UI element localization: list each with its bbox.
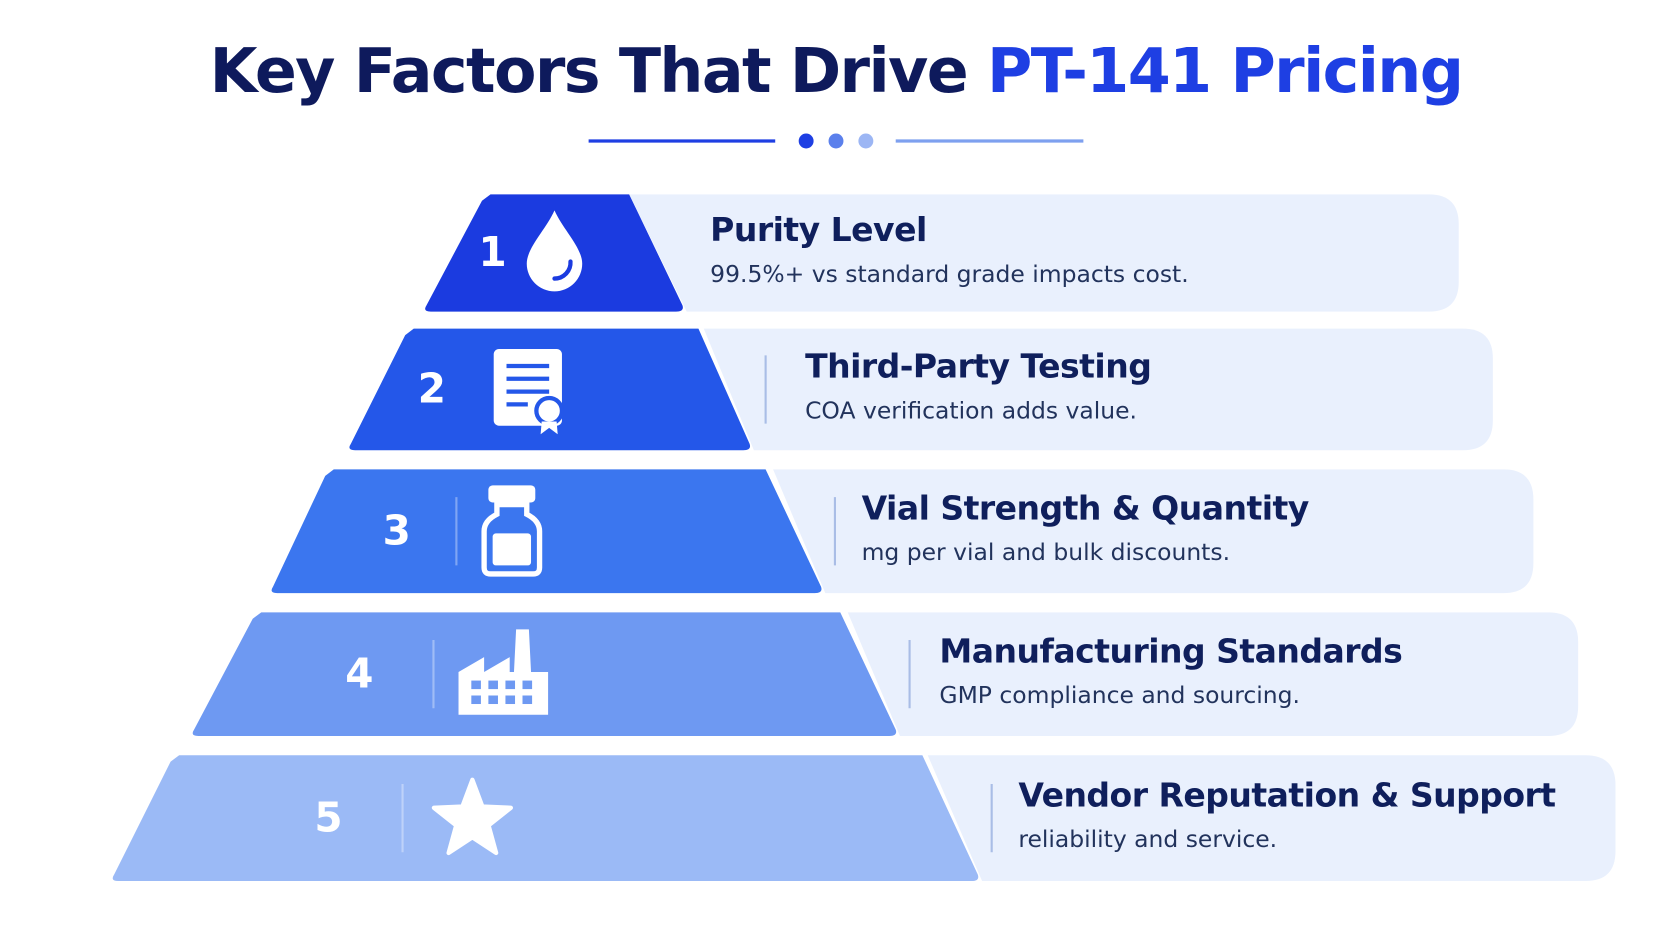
- icon-vial-liquid: [492, 533, 532, 566]
- info-card: [703, 328, 1493, 451]
- icon-vial-cap: [488, 485, 536, 503]
- icon-factory: [458, 629, 549, 715]
- icon-factory-window: [471, 680, 481, 690]
- info-card: [629, 194, 1459, 312]
- level-title: Manufacturing Standards: [939, 631, 1402, 670]
- icon-factory-window: [488, 695, 498, 705]
- pyramid-level: 4 Manufacturing Standards GMP compliance a…: [192, 612, 1579, 737]
- level-description: COA verification adds value.: [805, 396, 1137, 424]
- level-title: Vial Strength & Quantity: [862, 488, 1309, 527]
- level-title: Vendor Reputation & Support: [1018, 775, 1556, 814]
- level-number: 3: [383, 506, 411, 554]
- pyramid-level: 2 Third-Party Testing COA verification add…: [349, 328, 1493, 451]
- pyramid-level: 5 Vendor Reputation & Support reliability …: [112, 755, 1616, 882]
- level-title: Purity Level: [710, 210, 927, 249]
- pyramid-level: 1 Purity Level 99.5%+ vs standard grade im…: [425, 194, 1459, 312]
- icon-factory-window: [522, 680, 533, 690]
- divider-dot: [828, 133, 844, 149]
- icon-drop-shine: [552, 259, 573, 281]
- pyramid-tier: [112, 755, 979, 882]
- level-description: 99.5%+ vs standard grade impacts cost.: [710, 260, 1189, 288]
- pyramid: 1 Purity Level 99.5%+ vs standard grade im…: [112, 194, 1616, 882]
- info-card: [847, 612, 1579, 737]
- level-number: 5: [314, 793, 342, 841]
- icon-factory-window: [471, 695, 481, 705]
- icon-factory-window: [505, 680, 516, 690]
- info-card: [927, 755, 1616, 882]
- level-title: Third-Party Testing: [805, 347, 1151, 386]
- divider-dot: [858, 133, 874, 149]
- icon-seal: [534, 395, 565, 426]
- title-part: Key Factors That Drive: [210, 35, 987, 107]
- title-highlight: PT-141 Pricing: [987, 35, 1462, 107]
- icon-star: [431, 777, 514, 856]
- icon-factory-window: [505, 695, 516, 705]
- icon-factory-window: [522, 695, 533, 705]
- pyramid-level: 3 Vial Strength & Quantity mg per vial and…: [271, 469, 1534, 594]
- icon-vial: [481, 501, 543, 577]
- level-number: 4: [345, 649, 373, 697]
- level-number: 1: [479, 228, 507, 276]
- info-card: [773, 469, 1534, 594]
- title: Key Factors That Drive PT-141 Pricing: [210, 35, 1463, 107]
- icon-factory-window: [488, 680, 498, 690]
- level-description: GMP compliance and sourcing.: [939, 681, 1300, 709]
- level-description: reliability and service.: [1018, 825, 1277, 853]
- pyramid-tier: [271, 469, 822, 594]
- level-number: 2: [418, 365, 446, 413]
- level-description: mg per vial and bulk discounts.: [862, 538, 1230, 566]
- divider-dot: [798, 133, 814, 149]
